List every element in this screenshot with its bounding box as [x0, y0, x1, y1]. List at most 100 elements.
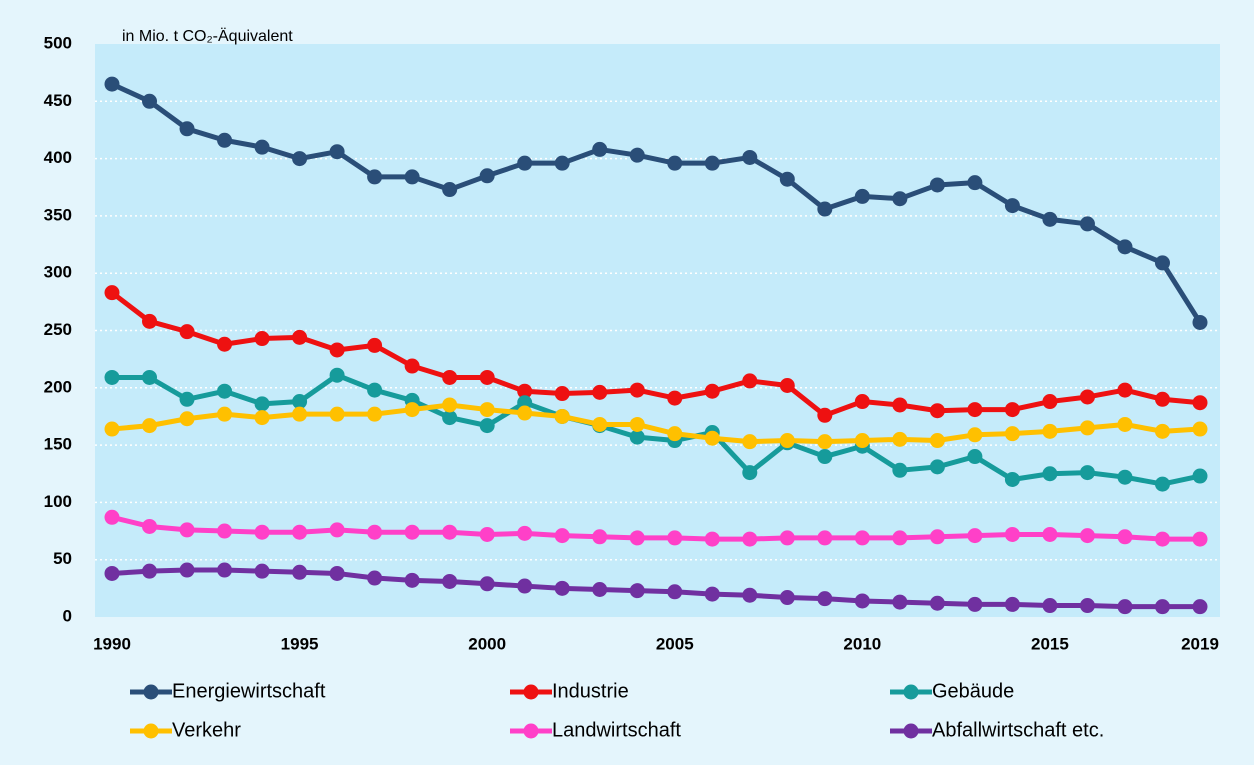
point [479, 168, 495, 184]
point [217, 383, 233, 399]
axis-title: in Mio. t CO₂-Äquivalent [122, 27, 293, 45]
point [592, 529, 608, 545]
point [179, 411, 195, 427]
point [929, 595, 945, 611]
point [629, 583, 645, 599]
y-tick-label: 400 [44, 148, 72, 167]
point [329, 342, 345, 358]
point [517, 405, 533, 421]
y-tick-label: 250 [44, 320, 72, 339]
point [592, 416, 608, 432]
legend-marker [903, 723, 919, 739]
point [479, 418, 495, 434]
point [779, 378, 795, 394]
legend-marker [143, 684, 159, 700]
point [142, 369, 158, 385]
point [217, 523, 233, 539]
point [854, 433, 870, 449]
point [1042, 423, 1058, 439]
point [1004, 471, 1020, 487]
x-tick-label: 2015 [1031, 634, 1069, 653]
x-tick-label: 1990 [93, 634, 131, 653]
legend-label: Energiewirtschaft [172, 680, 326, 702]
point [1079, 465, 1095, 481]
point [517, 578, 533, 594]
point [554, 528, 570, 544]
point [329, 144, 345, 160]
point [292, 329, 308, 345]
point [967, 449, 983, 465]
point [817, 530, 833, 546]
point [929, 433, 945, 449]
point [1154, 423, 1170, 439]
point [367, 524, 383, 540]
point [517, 395, 533, 411]
point [292, 394, 308, 410]
legend-label: Landwirtschaft [552, 719, 681, 741]
point [892, 462, 908, 478]
point [179, 324, 195, 340]
point [742, 587, 758, 603]
point [367, 406, 383, 422]
point [442, 369, 458, 385]
point [142, 93, 158, 109]
point [779, 590, 795, 606]
point [1079, 598, 1095, 614]
point [367, 382, 383, 398]
point [704, 531, 720, 547]
point [104, 509, 120, 525]
y-tick-label: 350 [44, 205, 72, 224]
point [742, 373, 758, 389]
point [1004, 426, 1020, 442]
point [704, 586, 720, 602]
point [142, 313, 158, 329]
point [442, 524, 458, 540]
point [217, 562, 233, 578]
point [479, 402, 495, 418]
point [742, 531, 758, 547]
point [404, 524, 420, 540]
point [854, 593, 870, 609]
point [254, 524, 270, 540]
point [1192, 395, 1208, 411]
point [104, 76, 120, 92]
point [1192, 599, 1208, 615]
point [817, 591, 833, 607]
point [967, 402, 983, 418]
point [329, 565, 345, 581]
point [592, 141, 608, 157]
point [517, 383, 533, 399]
point [1154, 255, 1170, 271]
point [629, 416, 645, 432]
point [929, 459, 945, 475]
point [892, 191, 908, 207]
plot-area [95, 44, 1220, 617]
point [854, 188, 870, 204]
point [142, 563, 158, 579]
point [479, 526, 495, 542]
point [742, 149, 758, 165]
point [1079, 420, 1095, 436]
legend-marker [903, 684, 919, 700]
point [1117, 382, 1133, 398]
point [667, 426, 683, 442]
point [742, 434, 758, 450]
point [1042, 466, 1058, 482]
legend-label: Verkehr [172, 719, 241, 741]
point [1004, 198, 1020, 214]
point [179, 522, 195, 538]
point [1117, 529, 1133, 545]
point [779, 433, 795, 449]
point [142, 418, 158, 434]
point [104, 369, 120, 385]
point [854, 394, 870, 410]
point [292, 151, 308, 167]
y-tick-label: 50 [53, 549, 72, 568]
x-tick-label: 2019 [1181, 634, 1219, 653]
point [742, 465, 758, 481]
point [967, 427, 983, 443]
point [667, 390, 683, 406]
point [329, 367, 345, 383]
point [1042, 526, 1058, 542]
